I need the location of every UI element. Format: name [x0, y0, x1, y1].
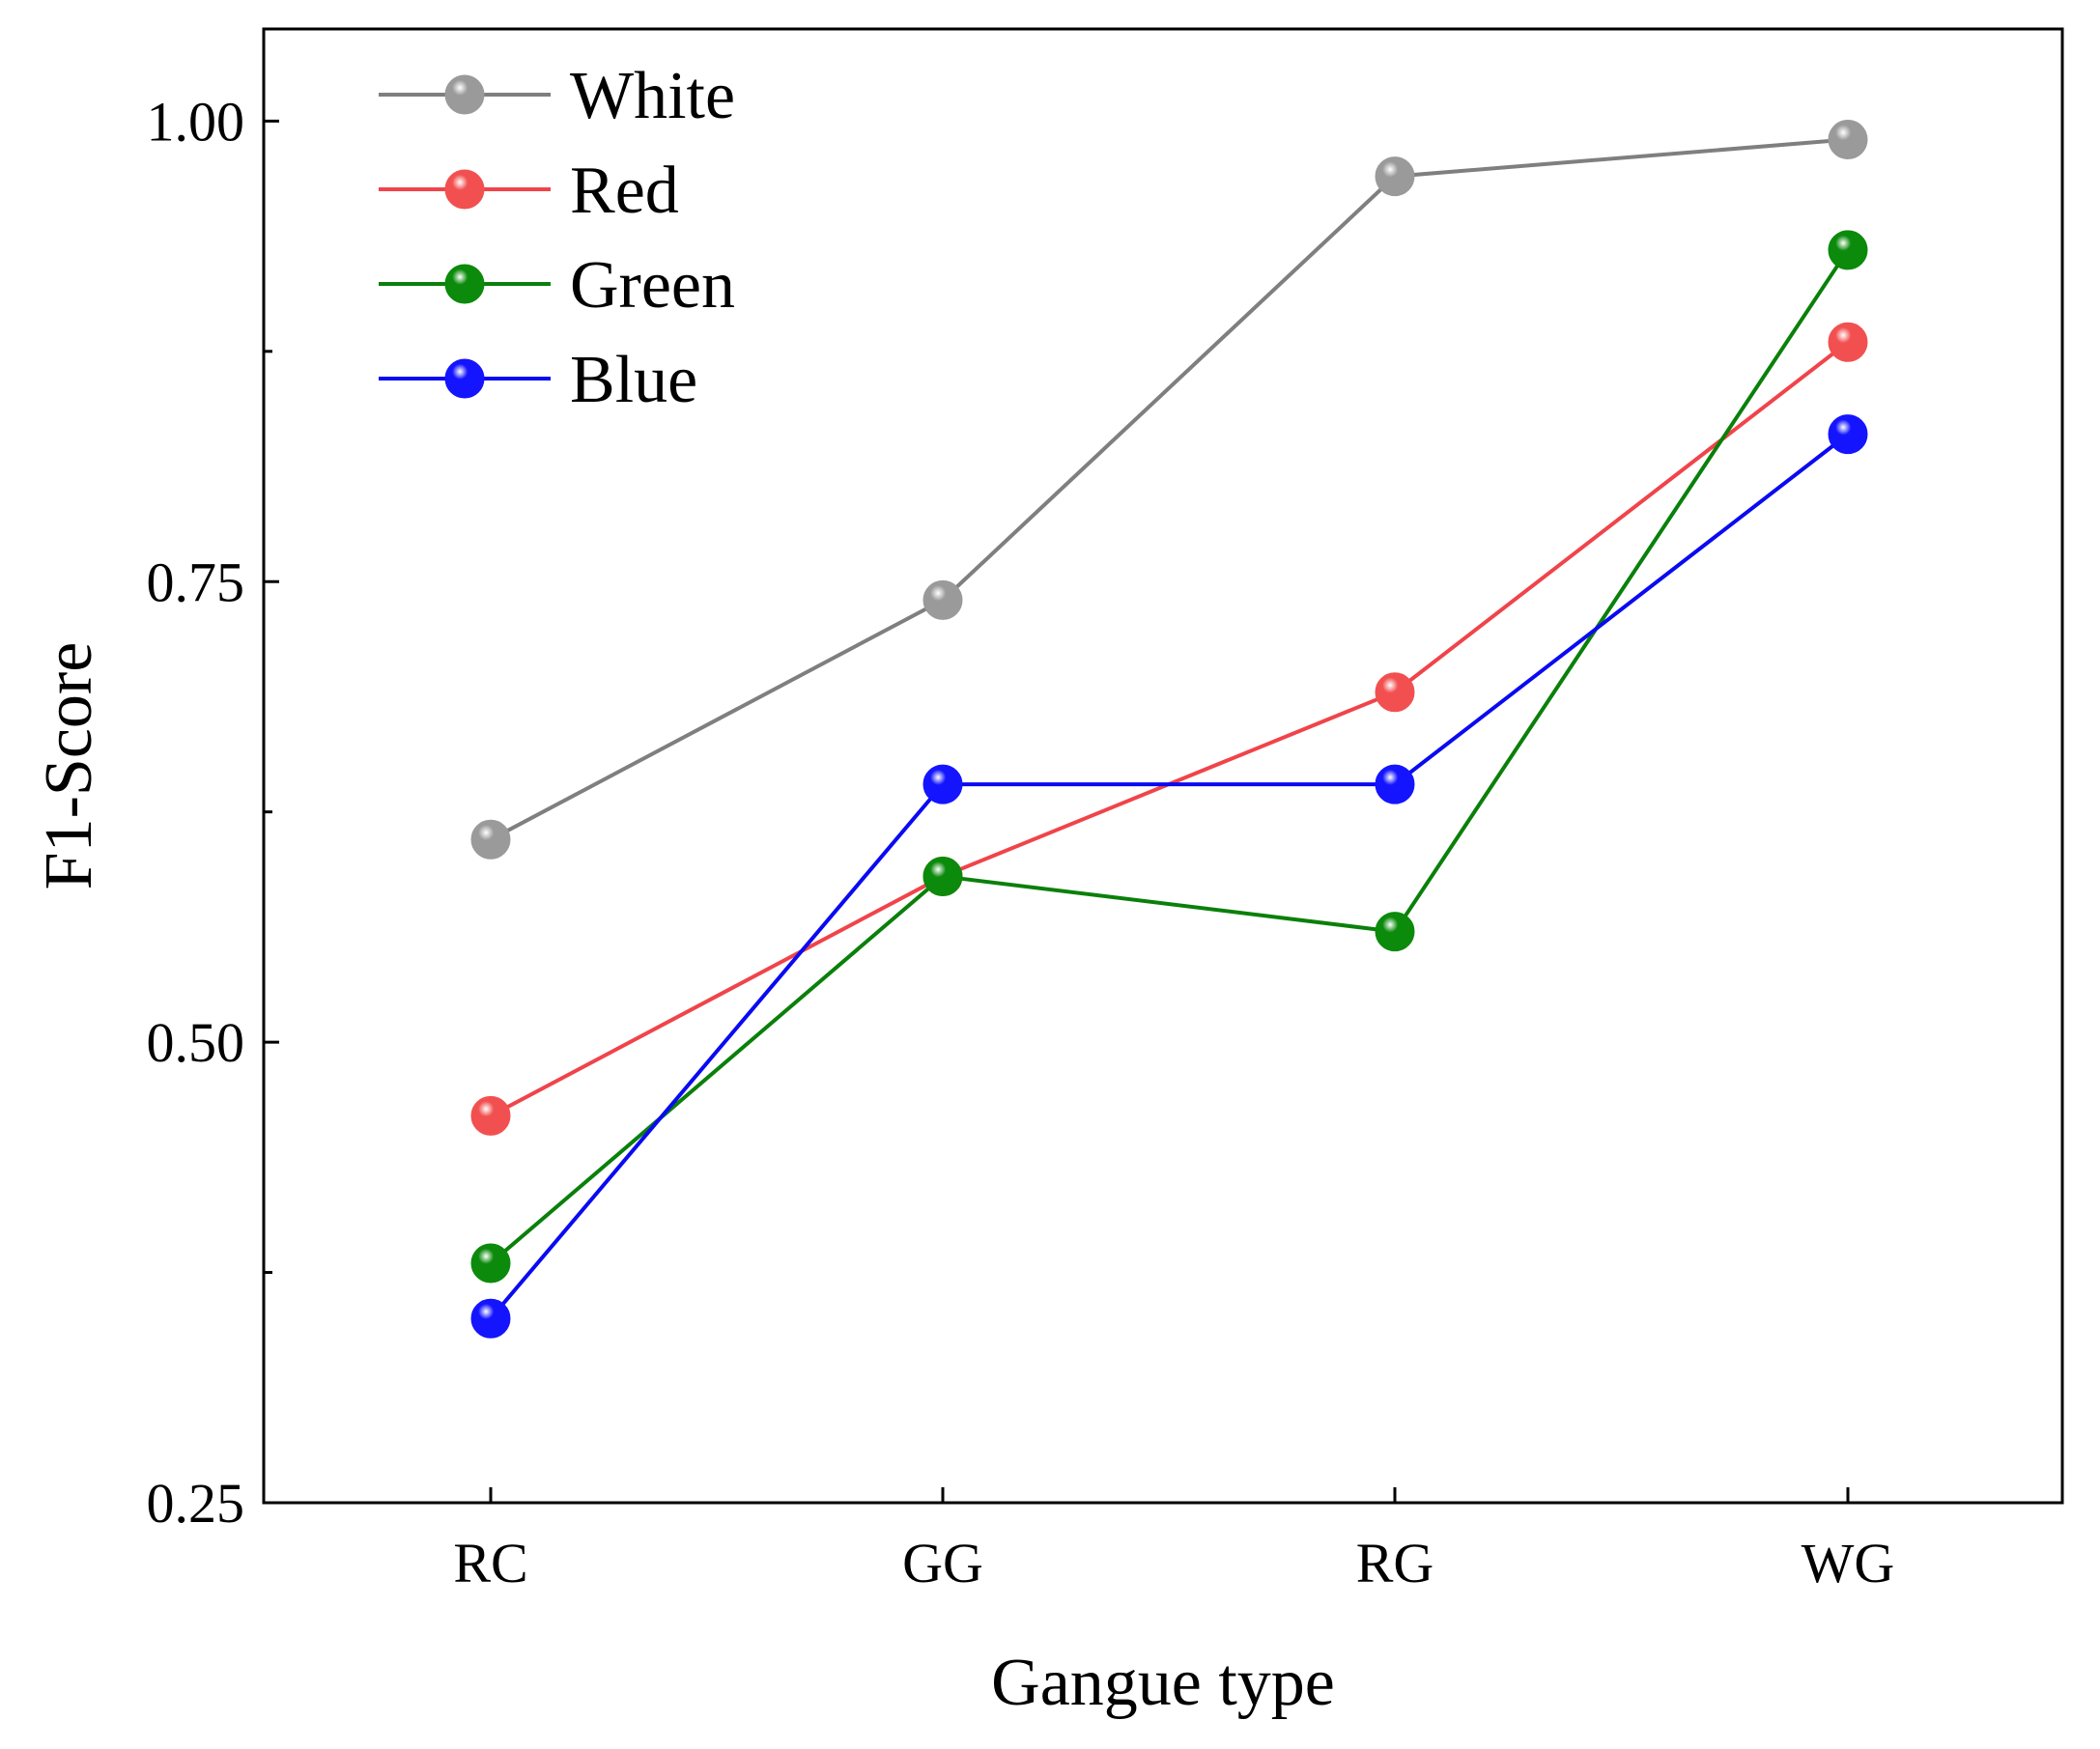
data-point-green	[1828, 230, 1868, 270]
data-point-white	[922, 579, 963, 620]
data-point-blue	[470, 1298, 511, 1339]
legend-label-blue: Blue	[570, 343, 697, 417]
data-point-blue	[922, 764, 963, 804]
series-line-red	[490, 340, 1850, 1118]
plot-frame	[262, 27, 2064, 1505]
legend-label-green: Green	[570, 248, 735, 323]
y-tick-label: 0.50	[147, 1011, 245, 1074]
x-tick-label: WG	[1802, 1532, 1895, 1594]
y-tick-label: 1.00	[147, 90, 245, 153]
data-point-red	[1375, 672, 1415, 713]
legend-marker-red	[444, 169, 485, 210]
x-tick-label: GG	[902, 1532, 983, 1594]
legend-marker-blue	[444, 358, 485, 399]
data-point-green	[1375, 912, 1415, 952]
series-line-white	[490, 137, 1849, 842]
data-point-white	[470, 819, 511, 860]
y-tick-label: 0.75	[147, 550, 245, 613]
legend-label-white: White	[570, 59, 735, 133]
data-point-red	[470, 1095, 511, 1136]
data-point-white	[1375, 156, 1415, 197]
series-line-green	[489, 248, 1850, 1265]
series-line-blue	[489, 433, 1850, 1320]
legend-marker-white	[444, 74, 485, 115]
data-point-green	[922, 856, 963, 896]
data-point-blue	[1375, 764, 1415, 804]
legend-label-red: Red	[570, 154, 679, 228]
x-tick-label: RC	[453, 1532, 527, 1594]
y-tick-label: 0.25	[147, 1472, 245, 1535]
x-axis-title: Gangue type	[991, 1646, 1335, 1720]
data-point-blue	[1828, 414, 1868, 455]
data-point-red	[1828, 322, 1868, 362]
data-point-green	[470, 1243, 511, 1284]
x-tick-label: RG	[1356, 1532, 1434, 1594]
legend-marker-green	[444, 264, 485, 304]
y-axis-title: F1-Score	[32, 642, 106, 890]
data-point-white	[1828, 119, 1868, 159]
